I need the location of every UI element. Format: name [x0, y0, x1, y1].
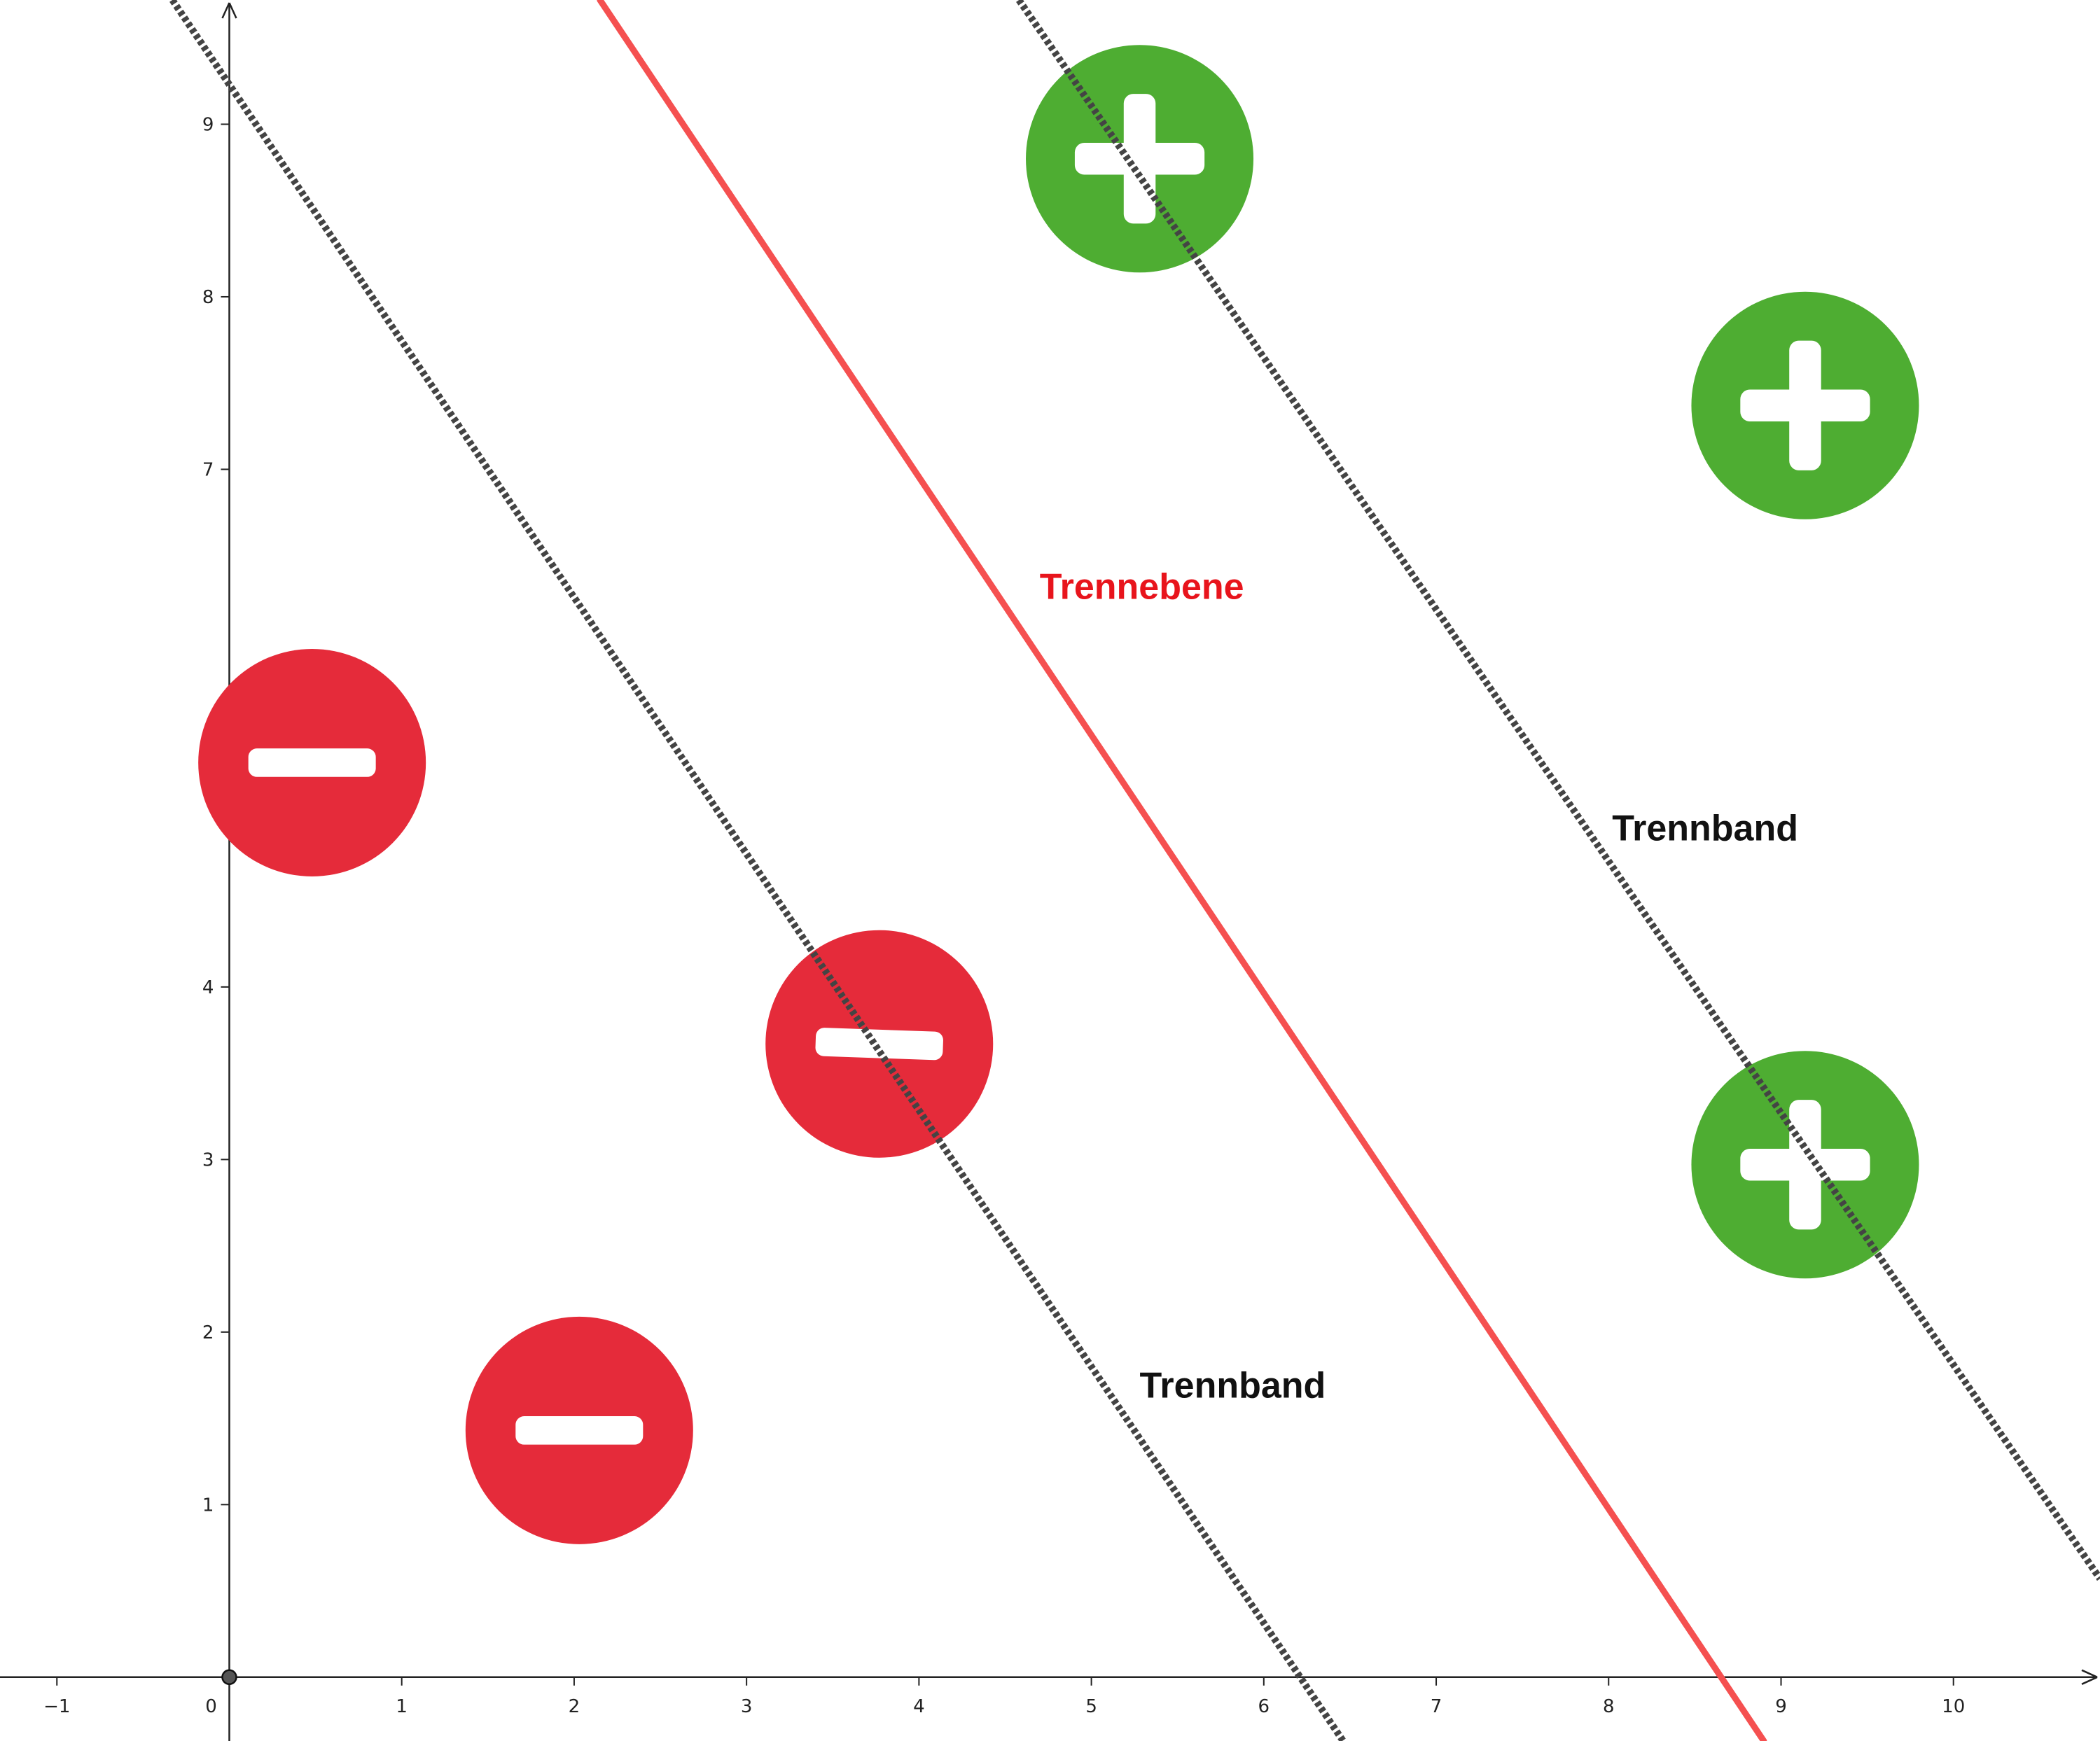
positive-point: [1026, 45, 1254, 273]
x-tick-label: 7: [1431, 1696, 1442, 1717]
x-tick-label: 9: [1775, 1696, 1787, 1717]
x-tick-label: 10: [1942, 1696, 1965, 1717]
plot-marks: [169, 0, 2100, 1741]
x-tick-label: 4: [913, 1696, 925, 1717]
margin-label-lower: Trennband: [1140, 1366, 1326, 1406]
y-tick-label: 1: [202, 1495, 214, 1516]
y-tick-label: 9: [202, 114, 214, 135]
hyperplane-label: Trennebene: [1040, 566, 1244, 607]
x-tick-label: 2: [569, 1696, 580, 1717]
x-axis-arrow: [2081, 1669, 2098, 1685]
negative-point: [765, 930, 994, 1158]
minus-icon: [515, 1416, 644, 1445]
plus-icon-vertical: [1123, 94, 1156, 224]
y-tick-label: 8: [202, 287, 214, 308]
y-tick-label: 3: [202, 1149, 214, 1170]
hyperplane-line: [597, 0, 1767, 1741]
positive-point: [1691, 291, 1919, 519]
line-labels: Trennebene Trennband Trennband: [1040, 566, 1798, 1406]
y-tick-label: 7: [202, 459, 214, 480]
x-tick-label: 1: [396, 1696, 408, 1717]
y-axis-arrow: [221, 2, 237, 19]
minus-icon: [815, 1028, 943, 1061]
x-tick-label: 0: [205, 1696, 217, 1717]
x-tick-label: 5: [1085, 1696, 1097, 1717]
origin-point: [221, 1669, 237, 1686]
negative-point: [198, 648, 426, 876]
x-tick-label: 6: [1258, 1696, 1270, 1717]
plus-icon-vertical: [1789, 340, 1821, 470]
x-tick-label: 3: [741, 1696, 753, 1717]
margin-label-upper: Trennband: [1612, 808, 1798, 848]
y-tick-label: 4: [202, 977, 214, 998]
minus-icon: [248, 748, 376, 777]
positive-point: [1691, 1051, 1919, 1279]
y-tick-label: 2: [202, 1322, 214, 1343]
negative-point: [465, 1316, 693, 1544]
x-tick-label: 8: [1603, 1696, 1615, 1717]
x-tick-label: −1: [43, 1696, 70, 1717]
plus-icon-vertical: [1789, 1100, 1821, 1230]
margin-line: [1016, 0, 2100, 1581]
